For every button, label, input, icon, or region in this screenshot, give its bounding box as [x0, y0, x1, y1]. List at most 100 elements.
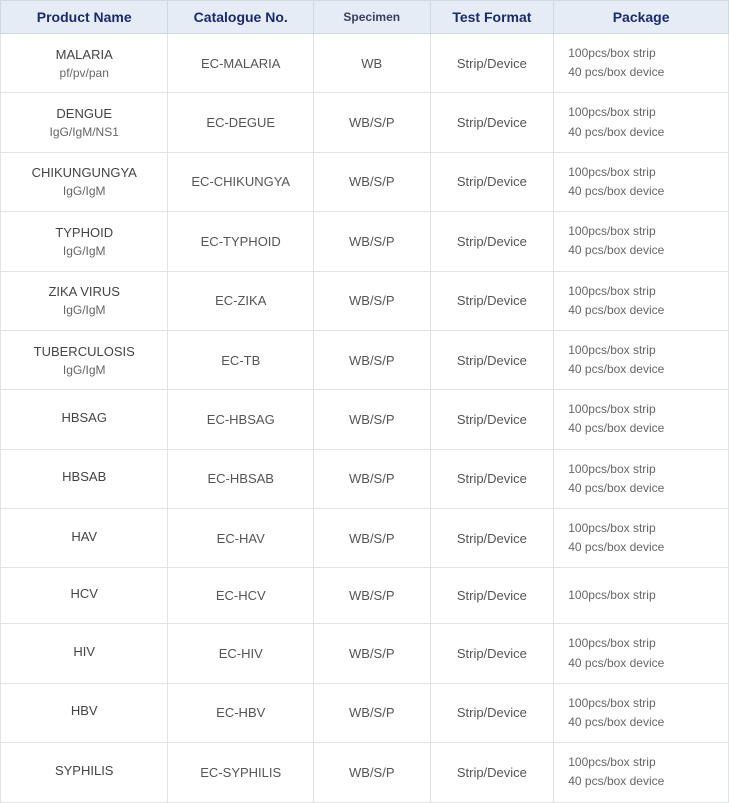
cell-specimen: WB/S/P	[314, 509, 430, 568]
cell-product-name: HCV	[1, 568, 168, 624]
table-row: TUBERCULOSISIgG/IgMEC-TBWB/S/PStrip/Devi…	[1, 330, 729, 389]
cell-product-name: MALARIA pf/pv/pan	[1, 34, 168, 93]
cell-catalogue-no: EC-TYPHOID	[168, 212, 314, 271]
cell-test-format: Strip/Device	[430, 683, 554, 742]
cell-catalogue-no: EC-HBSAG	[168, 390, 314, 449]
cell-product-name: HBSAG	[1, 390, 168, 449]
package-line2: 40 pcs/box device	[562, 301, 720, 320]
cell-test-format: Strip/Device	[430, 568, 554, 624]
package-line2: 40 pcs/box device	[562, 479, 720, 498]
cell-specimen: WB/S/P	[314, 330, 430, 389]
cell-specimen: WB/S/P	[314, 568, 430, 624]
cell-package: 100pcs/box strip40 pcs/box device	[554, 330, 729, 389]
table-row: ZIKA VIRUSIgG/IgMEC-ZIKAWB/S/PStrip/Devi…	[1, 271, 729, 330]
cell-package: 100pcs/box strip40 pcs/box device	[554, 271, 729, 330]
package-line1: 100pcs/box strip	[562, 341, 720, 360]
cell-catalogue-no: EC-HIV	[168, 624, 314, 683]
package-line1: 100pcs/box strip	[562, 282, 720, 301]
header-row: Product Name Catalogue No. Specimen Test…	[1, 1, 729, 34]
table-row: MALARIA pf/pv/pan EC-MALARIAWBStrip/Device…	[1, 34, 729, 93]
header-product-name: Product Name	[1, 1, 168, 34]
cell-test-format: Strip/Device	[430, 509, 554, 568]
package-line2: 40 pcs/box device	[562, 419, 720, 438]
cell-test-format: Strip/Device	[430, 390, 554, 449]
cell-package: 100pcs/box strip40 pcs/box device	[554, 390, 729, 449]
cell-product-name: SYPHILIS	[1, 743, 168, 802]
cell-package: 100pcs/box strip	[554, 568, 729, 624]
cell-catalogue-no: EC-MALARIA	[168, 34, 314, 93]
package-line2: 40 pcs/box device	[562, 360, 720, 379]
cell-package: 100pcs/box strip40 pcs/box device	[554, 212, 729, 271]
cell-package: 100pcs/box strip40 pcs/box device	[554, 93, 729, 152]
cell-test-format: Strip/Device	[430, 449, 554, 508]
cell-package: 100pcs/box strip40 pcs/box device	[554, 34, 729, 93]
cell-test-format: Strip/Device	[430, 212, 554, 271]
cell-package: 100pcs/box strip40 pcs/box device	[554, 743, 729, 802]
product-name-main: ZIKA VIRUS	[9, 284, 159, 299]
cell-product-name: CHIKUNGUNGYA IgG/IgM	[1, 152, 168, 211]
cell-specimen: WB/S/P	[314, 624, 430, 683]
product-name-main: HBSAG	[9, 410, 159, 425]
package-line2: 40 pcs/box device	[562, 182, 720, 201]
cell-test-format: Strip/Device	[430, 93, 554, 152]
cell-product-name: ZIKA VIRUSIgG/IgM	[1, 271, 168, 330]
cell-package: 100pcs/box strip40 pcs/box device	[554, 683, 729, 742]
package-line1: 100pcs/box strip	[562, 222, 720, 241]
cell-product-name: HBSAB	[1, 449, 168, 508]
cell-package: 100pcs/box strip40 pcs/box device	[554, 624, 729, 683]
table-row: HBSABEC-HBSABWB/S/PStrip/Device100pcs/bo…	[1, 449, 729, 508]
cell-product-name: TYPHOIDIgG/IgM	[1, 212, 168, 271]
product-name-main: CHIKUNGUNGYA	[9, 165, 159, 180]
package-line2: 40 pcs/box device	[562, 63, 720, 82]
package-line1: 100pcs/box strip	[562, 519, 720, 538]
product-name-sub: IgG/IgM	[9, 244, 159, 258]
cell-catalogue-no: EC-HCV	[168, 568, 314, 624]
package-line1: 100pcs/box strip	[562, 400, 720, 419]
header-test-format: Test Format	[430, 1, 554, 34]
table-row: DENGUEIgG/IgM/NS1EC-DEGUEWB/S/PStrip/Dev…	[1, 93, 729, 152]
cell-catalogue-no: EC-TB	[168, 330, 314, 389]
cell-specimen: WB/S/P	[314, 683, 430, 742]
package-line1: 100pcs/box strip	[562, 44, 720, 63]
cell-specimen: WB/S/P	[314, 152, 430, 211]
cell-catalogue-no: EC-DEGUE	[168, 93, 314, 152]
table-row: HIVEC-HIVWB/S/PStrip/Device100pcs/box st…	[1, 624, 729, 683]
product-name-sub: IgG/IgM	[9, 184, 159, 198]
cell-catalogue-no: EC-HBSAB	[168, 449, 314, 508]
product-name-sub: IgG/IgM	[9, 363, 159, 377]
cell-specimen: WB/S/P	[314, 212, 430, 271]
cell-test-format: Strip/Device	[430, 743, 554, 802]
cell-specimen: WB	[314, 34, 430, 93]
cell-specimen: WB/S/P	[314, 271, 430, 330]
package-line2: 40 pcs/box device	[562, 713, 720, 732]
package-line2: 40 pcs/box device	[562, 241, 720, 260]
table-row: HAVEC-HAVWB/S/PStrip/Device100pcs/box st…	[1, 509, 729, 568]
cell-catalogue-no: EC-CHIKUNGYA	[168, 152, 314, 211]
package-line1: 100pcs/box strip	[562, 163, 720, 182]
cell-catalogue-no: EC-HAV	[168, 509, 314, 568]
package-line1: 100pcs/box strip	[562, 460, 720, 479]
cell-test-format: Strip/Device	[430, 624, 554, 683]
table-row: HCV EC-HCVWB/S/PStrip/Device100pcs/box st…	[1, 568, 729, 624]
cell-test-format: Strip/Device	[430, 152, 554, 211]
table-row: CHIKUNGUNGYA IgG/IgM EC-CHIKUNGYAWB/S/PStr…	[1, 152, 729, 211]
cell-test-format: Strip/Device	[430, 271, 554, 330]
product-name-main: HBV	[9, 703, 159, 718]
cell-catalogue-no: EC-HBV	[168, 683, 314, 742]
product-name-main: MALARIA	[9, 47, 159, 62]
cell-specimen: WB/S/P	[314, 390, 430, 449]
table-header: Product Name Catalogue No. Specimen Test…	[1, 1, 729, 34]
header-specimen: Specimen	[314, 1, 430, 34]
cell-test-format: Strip/Device	[430, 330, 554, 389]
cell-specimen: WB/S/P	[314, 93, 430, 152]
product-name-sub: pf/pv/pan	[9, 66, 159, 80]
cell-package: 100pcs/box strip40 pcs/box device	[554, 152, 729, 211]
cell-test-format: Strip/Device	[430, 34, 554, 93]
package-line2: 40 pcs/box device	[562, 654, 720, 673]
cell-product-name: HBV	[1, 683, 168, 742]
table-row: HBV EC-HBVWB/S/PStrip/Device100pcs/box st…	[1, 683, 729, 742]
cell-package: 100pcs/box strip40 pcs/box device	[554, 509, 729, 568]
package-line2: 40 pcs/box device	[562, 772, 720, 791]
product-name-main: HCV	[9, 586, 159, 601]
cell-product-name: HIV	[1, 624, 168, 683]
